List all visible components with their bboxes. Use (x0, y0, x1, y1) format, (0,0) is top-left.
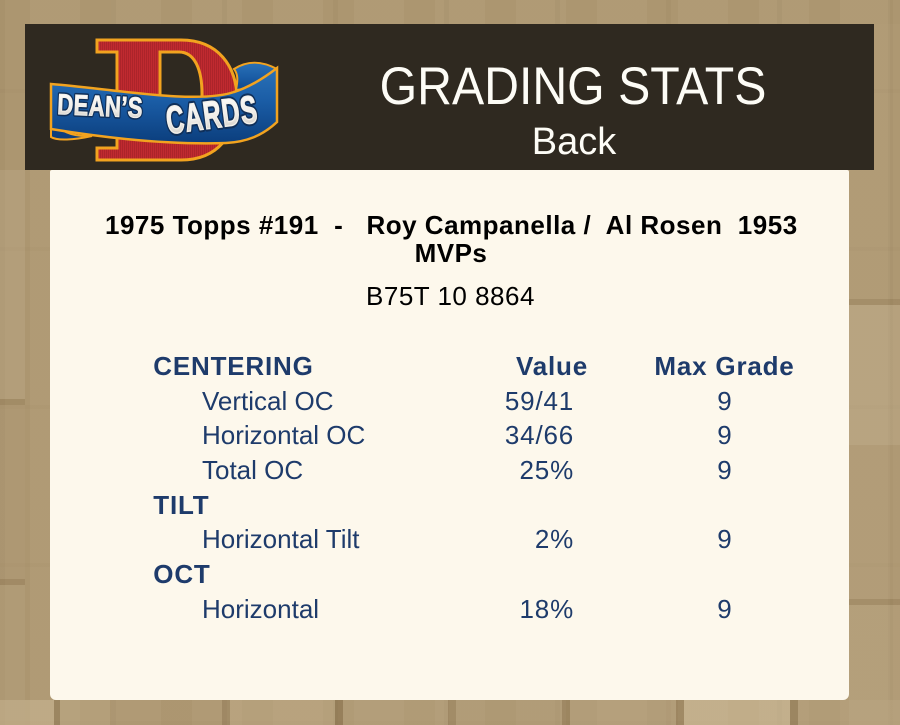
svg-text:DEAN’S: DEAN’S (57, 89, 144, 124)
svg-text:DEAN’S: DEAN’S (57, 89, 144, 124)
